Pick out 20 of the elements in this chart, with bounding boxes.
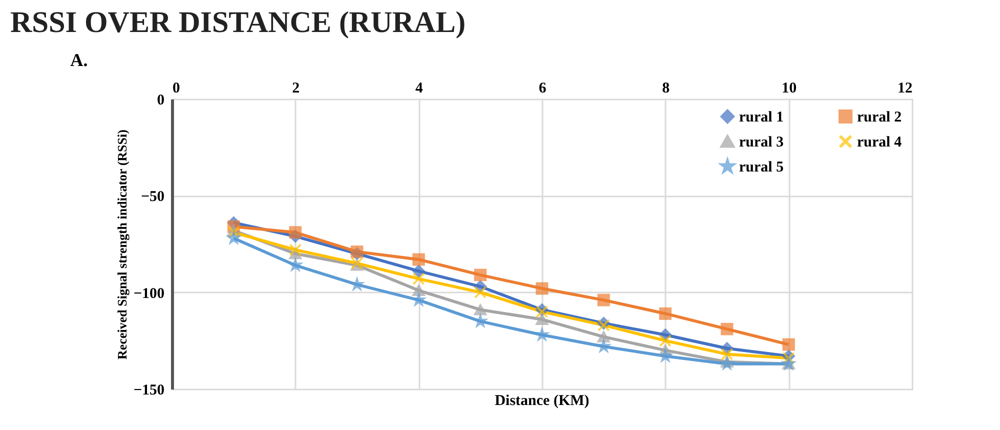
y-tick-label: −100 — [133, 286, 164, 302]
y-tick-label: −50 — [140, 189, 164, 206]
x-tick-label: 4 — [415, 80, 424, 96]
legend-label: rural 2 — [857, 110, 902, 126]
x-tick-label: 2 — [292, 80, 300, 96]
y-tick-label: −150 — [133, 382, 164, 398]
x-axis-title: Distance (KM) — [494, 393, 590, 409]
x-tick-label: 12 — [898, 80, 912, 96]
x-tick-label: 6 — [538, 80, 547, 96]
legend-label: rural 4 — [857, 134, 902, 150]
x-tick-label: 10 — [782, 80, 797, 96]
legend-label: rural 1 — [739, 110, 784, 126]
text: A. — [70, 50, 88, 70]
chart-title: RSSI OVER DISTANCE (RURAL) — [10, 6, 466, 39]
x-tick-label: 8 — [662, 80, 670, 96]
x-tick-label: 0 — [172, 80, 180, 96]
y-axis-title: Received Signal strength indicator (RSSi) — [114, 130, 130, 360]
y-tick-label: 0 — [157, 92, 164, 108]
legend-label: rural 5 — [739, 160, 784, 176]
legend-label: rural 3 — [739, 134, 784, 150]
